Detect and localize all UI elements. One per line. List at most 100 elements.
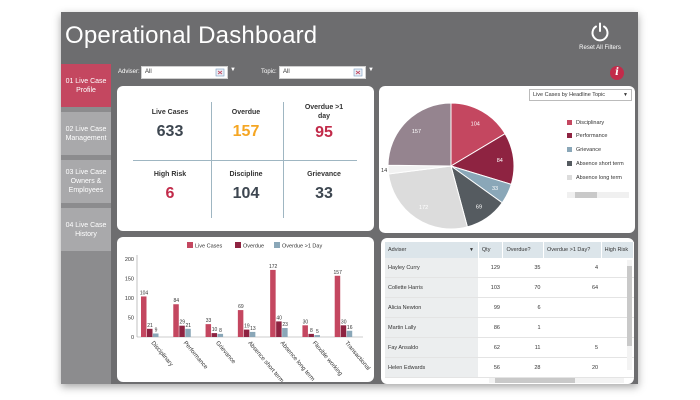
table-cell: 6: [502, 297, 544, 318]
bar[interactable]: [243, 329, 250, 337]
table-vertical-scrollbar[interactable]: [627, 260, 632, 370]
scrollbar-thumb[interactable]: [575, 192, 597, 198]
divider: [211, 102, 212, 218]
adviser-table-panel: Adviser ▼ Qty Overdue? Overdue >1 Day? Hi…: [381, 238, 635, 384]
bar[interactable]: [173, 304, 179, 337]
table-horizontal-scrollbar[interactable]: [489, 378, 624, 383]
bar-data-label: 30: [341, 319, 347, 325]
table-cell: 70: [502, 277, 544, 298]
bar[interactable]: [205, 324, 212, 337]
table-header-row: Adviser ▼ Qty Overdue? Overdue >1 Day? Hi…: [385, 242, 635, 258]
pie-slice[interactable]: [387, 165, 468, 230]
table-cell: 99: [478, 297, 503, 318]
left-nav: 01 Live Case Profile 02 Live Case Manage…: [61, 64, 111, 384]
pie-slice-label: 69: [476, 204, 482, 210]
power-icon: [591, 22, 609, 42]
adviser-filter-select[interactable]: All ▼: [141, 66, 236, 79]
scrollbar-thumb[interactable]: [495, 378, 575, 383]
bar[interactable]: [282, 328, 288, 337]
clear-filter-icon[interactable]: [353, 68, 363, 77]
bar[interactable]: [308, 333, 314, 337]
bar[interactable]: [211, 333, 218, 337]
column-header-overdue-1-day[interactable]: Overdue >1 Day?: [543, 242, 602, 258]
pie-slice[interactable]: [450, 102, 506, 167]
legend-scrollbar[interactable]: [567, 192, 629, 198]
column-header-adviser[interactable]: Adviser ▼: [385, 242, 479, 258]
adviser-table: Adviser ▼ Qty Overdue? Overdue >1 Day? Hi…: [385, 242, 635, 378]
bar[interactable]: [141, 296, 147, 337]
pie-slice[interactable]: [387, 102, 452, 167]
table-cell: 20: [543, 357, 602, 378]
column-header-qty[interactable]: Qty: [478, 242, 504, 258]
table-row[interactable]: Martin Lally8610: [385, 317, 634, 338]
table-row[interactable]: Alicia Newton9961: [385, 297, 634, 318]
table-row[interactable]: Fay Ansaldo621150: [385, 337, 634, 358]
column-header-high-risk[interactable]: High Risk: [601, 242, 635, 258]
chevron-down-icon[interactable]: ▼: [468, 247, 474, 253]
bar[interactable]: [340, 325, 347, 337]
adviser-name-cell: Collette Harris: [385, 277, 479, 298]
topic-filter-select[interactable]: All ▼: [279, 66, 374, 79]
bar[interactable]: [346, 330, 353, 337]
adviser-name-cell: Hayley Curry: [385, 258, 479, 278]
table-row[interactable]: Helen Edwards5628200: [385, 357, 634, 378]
nav-live-case-management[interactable]: 02 Live Case Management: [61, 112, 111, 155]
bar-data-label: 69: [238, 304, 244, 310]
table-row[interactable]: Collette Harris10370644: [385, 277, 634, 298]
y-tick-label: 150: [125, 277, 134, 283]
table-row[interactable]: Hayley Curry1293541: [385, 258, 634, 278]
legend-swatch: [274, 242, 280, 248]
bar[interactable]: [237, 310, 244, 337]
kpi-value: 633: [156, 123, 184, 140]
info-icon[interactable]: i: [610, 66, 624, 80]
table-cell: [543, 317, 602, 338]
bar-data-label: 13: [250, 326, 256, 332]
headline-topic-dropdown[interactable]: Live Cases by Headline Topic ▼: [529, 89, 632, 101]
bar-data-label: 84: [174, 298, 180, 304]
table-cell: 56: [478, 357, 503, 378]
pie-slice-label: 14: [381, 168, 387, 174]
bar[interactable]: [249, 331, 256, 337]
table-cell: [543, 297, 602, 318]
y-tick-label: 200: [125, 257, 134, 263]
chevron-down-icon[interactable]: ▼: [368, 67, 374, 73]
scrollbar-thumb[interactable]: [627, 266, 632, 346]
bar[interactable]: [270, 269, 276, 337]
legend-swatch: [567, 120, 572, 126]
bar-data-label: 172: [269, 264, 278, 270]
table-cell: 86: [478, 317, 503, 338]
adviser-filter-label: Adviser:: [118, 69, 140, 75]
bar-data-label: 21: [186, 323, 192, 329]
bar[interactable]: [302, 325, 308, 337]
bar[interactable]: [179, 325, 185, 337]
pie-slice-label: 157: [412, 129, 421, 135]
legend-item: Overdue >1 Day: [274, 242, 322, 250]
nav-live-case-owners[interactable]: 03 Live Case Owners & Employees: [61, 160, 111, 203]
bar[interactable]: [185, 328, 191, 337]
bar[interactable]: [153, 333, 159, 337]
legend-swatch: [567, 147, 572, 153]
chevron-down-icon[interactable]: ▼: [230, 67, 236, 73]
bar-data-label: 104: [140, 290, 149, 296]
bar[interactable]: [147, 328, 153, 337]
column-header-overdue[interactable]: Overdue?: [502, 242, 544, 258]
kpi-overdue-1-day: Overdue >1 day 95: [289, 103, 359, 142]
reset-all-filters-button[interactable]: Reset All Filters: [570, 22, 630, 51]
bar-data-label: 19: [244, 324, 250, 330]
page-title: Operational Dashboard: [65, 22, 318, 49]
table-cell: 62: [478, 337, 503, 358]
nav-live-case-history[interactable]: 04 Live Case History: [61, 208, 111, 251]
bar[interactable]: [276, 321, 282, 337]
pie-slice-label: 84: [497, 158, 503, 164]
bar[interactable]: [314, 335, 320, 337]
clear-filter-icon[interactable]: [215, 68, 225, 77]
bar[interactable]: [334, 275, 341, 337]
kpi-high-risk: High Risk 6: [135, 170, 205, 203]
bar-data-label: 30: [303, 319, 309, 325]
legend-item: Absence short term: [567, 161, 624, 167]
legend-label: Overdue >1 Day: [282, 244, 322, 250]
bar[interactable]: [217, 333, 224, 337]
bar-data-label: 157: [334, 270, 343, 276]
table-cell: 28: [502, 357, 544, 378]
nav-live-case-profile[interactable]: 01 Live Case Profile: [61, 64, 111, 107]
